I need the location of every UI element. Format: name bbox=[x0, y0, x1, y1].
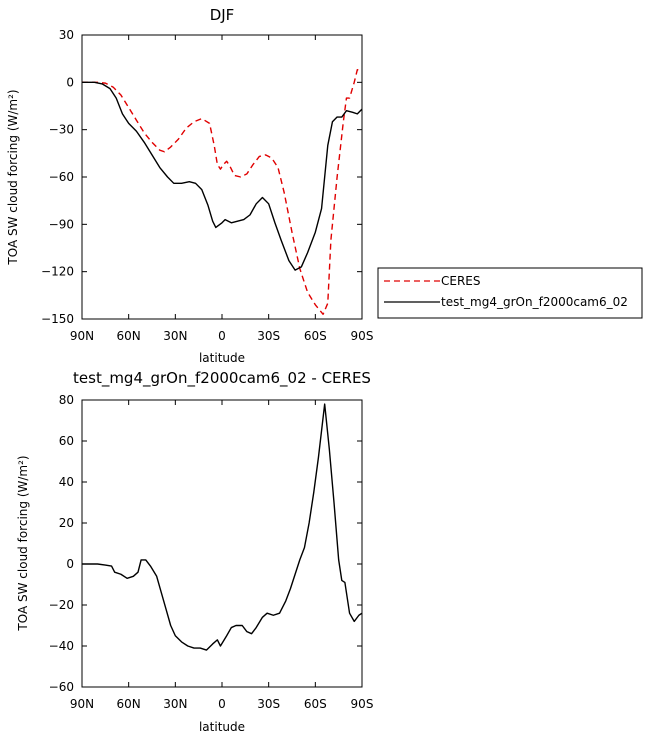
top-y-tick-label: −150 bbox=[41, 312, 74, 326]
bottom-y-tick-label: 20 bbox=[59, 516, 74, 530]
bottom-x-tick-label: 30N bbox=[163, 697, 187, 711]
bottom-title: test_mg4_grOn_f2000cam6_02 - CERES bbox=[73, 369, 371, 388]
bottom-x-tick-label: 90N bbox=[70, 697, 94, 711]
top-x-tick-label: 60N bbox=[117, 329, 141, 343]
top-x-axis-label: latitude bbox=[199, 351, 245, 365]
top-plot-frame bbox=[81, 34, 363, 320]
top-y-axis-label: TOA SW cloud forcing (W/m²) bbox=[6, 89, 20, 265]
top-x-tick-label: 60S bbox=[304, 329, 327, 343]
top-title: DJF bbox=[210, 6, 235, 24]
bottom-panel: test_mg4_grOn_f2000cam6_02 - CERES 80 60 4… bbox=[16, 369, 373, 734]
bottom-series bbox=[82, 403, 363, 651]
top-series bbox=[82, 69, 363, 315]
top-y-tick-label: −90 bbox=[49, 217, 74, 231]
bottom-x-tick-label: 60S bbox=[304, 697, 327, 711]
top-y-tick-label: 30 bbox=[59, 28, 74, 42]
bottom-series-line-0 bbox=[82, 403, 363, 651]
bottom-y-ticks: 80 60 40 20 0 −20 −40 −60 bbox=[49, 393, 362, 694]
bottom-x-ticks: 90N 60N 30N 0 30S 60S 90S bbox=[70, 400, 374, 711]
bottom-y-tick-label: −40 bbox=[49, 639, 74, 653]
top-panel: DJF 30 0 −30 −60 −90 −120 −150 90N 60N 30N 0 30S 60… bbox=[6, 6, 373, 365]
top-x-tick-label: 90N bbox=[70, 329, 94, 343]
bottom-x-tick-label: 0 bbox=[218, 697, 226, 711]
top-x-tick-label: 90S bbox=[351, 329, 374, 343]
top-x-ticks: 90N 60N 30N 0 30S 60S 90S bbox=[70, 35, 374, 343]
bottom-y-tick-label: 0 bbox=[66, 557, 74, 571]
legend-label-model: test_mg4_grOn_f2000cam6_02 bbox=[441, 295, 628, 309]
bottom-y-tick-label: 60 bbox=[59, 434, 74, 448]
top-y-tick-label: −30 bbox=[49, 123, 74, 137]
bottom-y-tick-label: −60 bbox=[49, 680, 74, 694]
top-series-line-1 bbox=[82, 81, 363, 271]
bottom-x-axis-label: latitude bbox=[199, 720, 245, 734]
top-y-tick-label: −60 bbox=[49, 170, 74, 184]
legend-box bbox=[377, 267, 643, 319]
top-y-tick-label: 0 bbox=[66, 75, 74, 89]
top-y-ticks: 30 0 −30 −60 −90 −120 −150 bbox=[41, 28, 362, 326]
bottom-y-tick-label: 80 bbox=[59, 393, 74, 407]
bottom-x-tick-label: 30S bbox=[257, 697, 280, 711]
top-x-tick-label: 0 bbox=[218, 329, 226, 343]
legend-label-ceres: CERES bbox=[441, 274, 481, 288]
legend: CERES test_mg4_grOn_f2000cam6_02 bbox=[377, 267, 643, 319]
top-x-tick-label: 30N bbox=[163, 329, 187, 343]
top-y-tick-label: −120 bbox=[41, 265, 74, 279]
bottom-x-tick-label: 60N bbox=[117, 697, 141, 711]
bottom-y-tick-label: −20 bbox=[49, 598, 74, 612]
bottom-y-tick-label: 40 bbox=[59, 475, 74, 489]
top-x-tick-label: 30S bbox=[257, 329, 280, 343]
top-series-line-0 bbox=[82, 69, 363, 315]
bottom-x-tick-label: 90S bbox=[351, 697, 374, 711]
bottom-y-axis-label: TOA SW cloud forcing (W/m²) bbox=[16, 455, 30, 631]
